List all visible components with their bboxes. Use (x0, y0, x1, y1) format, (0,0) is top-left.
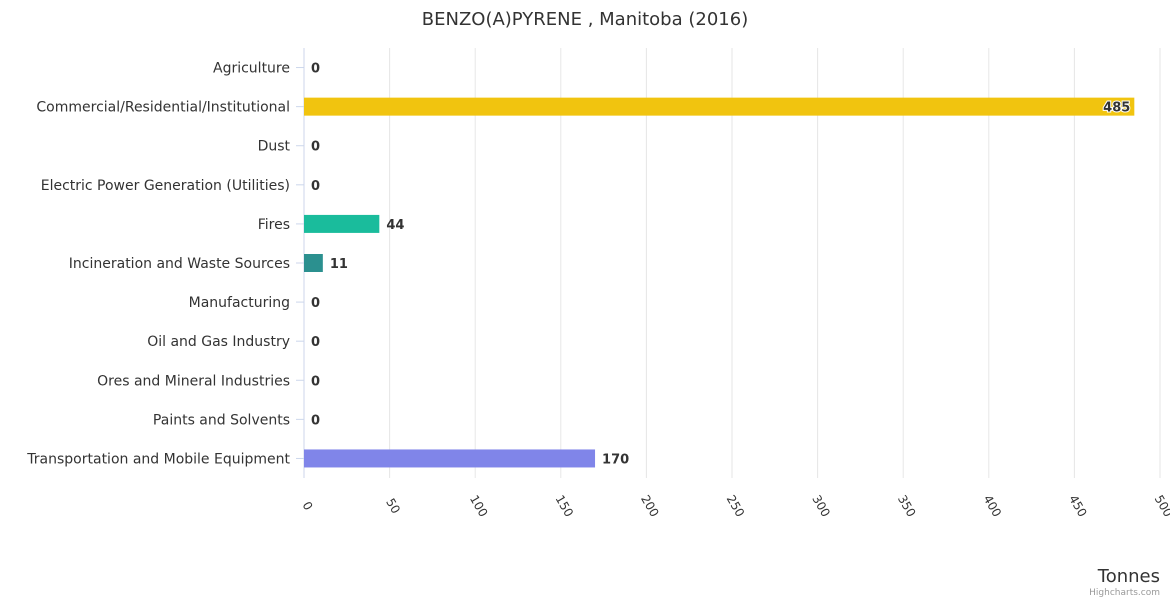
x-tick-label: 100 (467, 493, 491, 520)
x-tick-label: 350 (895, 493, 919, 520)
category-label: Dust (258, 139, 291, 155)
x-tick-label: 150 (552, 493, 576, 520)
x-tick-label: 50 (383, 496, 403, 516)
category-label: Paints and Solvents (153, 412, 290, 428)
bar[interactable] (304, 214, 380, 233)
data-label: 170 (602, 452, 629, 467)
category-label: Transportation and Mobile Equipment (26, 451, 290, 467)
chart-title: BENZO(A)PYRENE , Manitoba (2016) (422, 9, 748, 30)
category-label: Commercial/Residential/Institutional (36, 100, 290, 116)
category-label: Incineration and Waste Sources (69, 256, 290, 272)
bar[interactable] (304, 449, 596, 468)
credit-text[interactable]: Highcharts.com (1089, 588, 1160, 598)
category-label: Fires (258, 217, 290, 233)
bar[interactable] (304, 97, 1135, 116)
gridlines (296, 48, 1161, 478)
x-axis-title: Tonnes (1097, 566, 1160, 587)
x-tick-labels: 0 50 100 150 200 250 300 350 400 450 500 (299, 493, 1170, 520)
category-label: Ores and Mineral Industries (97, 373, 290, 389)
data-label: 0 (311, 413, 320, 428)
data-label: 0 (311, 335, 320, 350)
data-label: 44 (386, 218, 404, 233)
x-tick-label: 400 (980, 493, 1004, 520)
data-label: 0 (311, 140, 320, 155)
bars (304, 97, 1135, 468)
category-label: Electric Power Generation (Utilities) (41, 178, 290, 194)
bar[interactable] (304, 254, 323, 272)
data-label: 0 (311, 374, 320, 389)
data-labels: 0 485 0 0 44 11 0 0 0 0 170 (311, 62, 1131, 468)
data-label: 0 (311, 179, 320, 194)
x-tick-label: 0 (299, 499, 315, 513)
category-label: Oil and Gas Industry (147, 334, 290, 350)
data-label: 485 (1103, 101, 1130, 116)
category-label: Manufacturing (189, 295, 290, 311)
x-tick-label: 450 (1066, 493, 1090, 520)
data-label: 0 (311, 62, 320, 77)
x-tick-label: 250 (724, 493, 748, 520)
x-tick-label: 300 (809, 493, 833, 520)
category-label: Agriculture (213, 61, 290, 77)
x-tick-label: 200 (638, 493, 662, 520)
data-label: 0 (311, 296, 320, 311)
data-label: 11 (330, 257, 348, 272)
x-tick-label: 500 (1152, 493, 1170, 520)
category-labels: Agriculture Commercial/Residential/Instit… (26, 61, 290, 468)
